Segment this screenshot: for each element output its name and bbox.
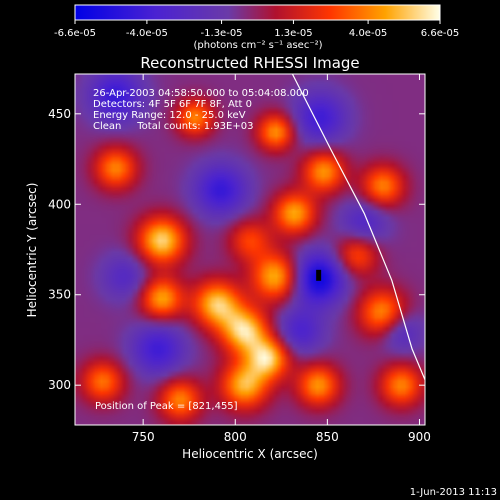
- x-axis-ticks: 750 800 850 900: [132, 74, 431, 444]
- x-axis-label: Heliocentric X (arcsec): [182, 447, 318, 461]
- footer-timestamp: 1-Jun-2013 11:13: [410, 487, 497, 498]
- colorbar-tick-label: 4.0e-05: [349, 28, 387, 39]
- y-axis-ticks: 300 350 400 450: [48, 107, 425, 392]
- colorbar-tick-label: -1.3e-05: [201, 28, 243, 39]
- colorbar-ticks: -6.6e-05 -4.0e-05 -1.3e-05 1.3e-05 4.0e-05 6.…: [54, 20, 459, 39]
- annotation-block: 26-Apr-2003 04:58:50.000 to 05:04:08.000…: [93, 88, 309, 132]
- y-tick-label: 350: [48, 288, 71, 302]
- annotation-clean-counts: Clean Total counts: 1.93E+03: [93, 121, 253, 132]
- peak-marker: [316, 269, 322, 281]
- x-tick-label: 850: [316, 430, 339, 444]
- y-tick-label: 450: [48, 107, 71, 121]
- annotation-time-range: 26-Apr-2003 04:58:50.000 to 05:04:08.000: [93, 88, 309, 99]
- colorbar-tick-label: -4.0e-05: [126, 28, 168, 39]
- x-tick-label: 750: [132, 430, 155, 444]
- x-tick-label: 900: [408, 430, 431, 444]
- plot-frame: [74, 73, 426, 426]
- colorbar-tick-label: 1.3e-05: [274, 28, 312, 39]
- y-axis-label: Heliocentric Y (arcsec): [25, 183, 39, 318]
- annotation-detectors: Detectors: 4F 5F 6F 7F 8F, Att 0: [93, 99, 252, 110]
- heatmap-image: [75, 74, 425, 425]
- x-tick-label: 800: [224, 430, 247, 444]
- y-tick-label: 300: [48, 378, 71, 392]
- colorbar-units-label: (photons cm⁻² s⁻¹ asec⁻²): [193, 40, 322, 51]
- colorbar-tick-label: 6.6e-05: [421, 28, 459, 39]
- peak-position-label: Position of Peak = [821,455]: [95, 401, 238, 412]
- colorbar: [74, 4, 441, 21]
- annotation-energy-range: Energy Range: 12.0 - 25.0 keV: [93, 110, 246, 121]
- chart-title: Reconstructed RHESSI Image: [140, 54, 359, 72]
- y-tick-label: 400: [48, 197, 71, 211]
- colorbar-tick-label: -6.6e-05: [54, 28, 96, 39]
- plot-area: [75, 74, 425, 425]
- solar-limb-curve: [291, 74, 425, 381]
